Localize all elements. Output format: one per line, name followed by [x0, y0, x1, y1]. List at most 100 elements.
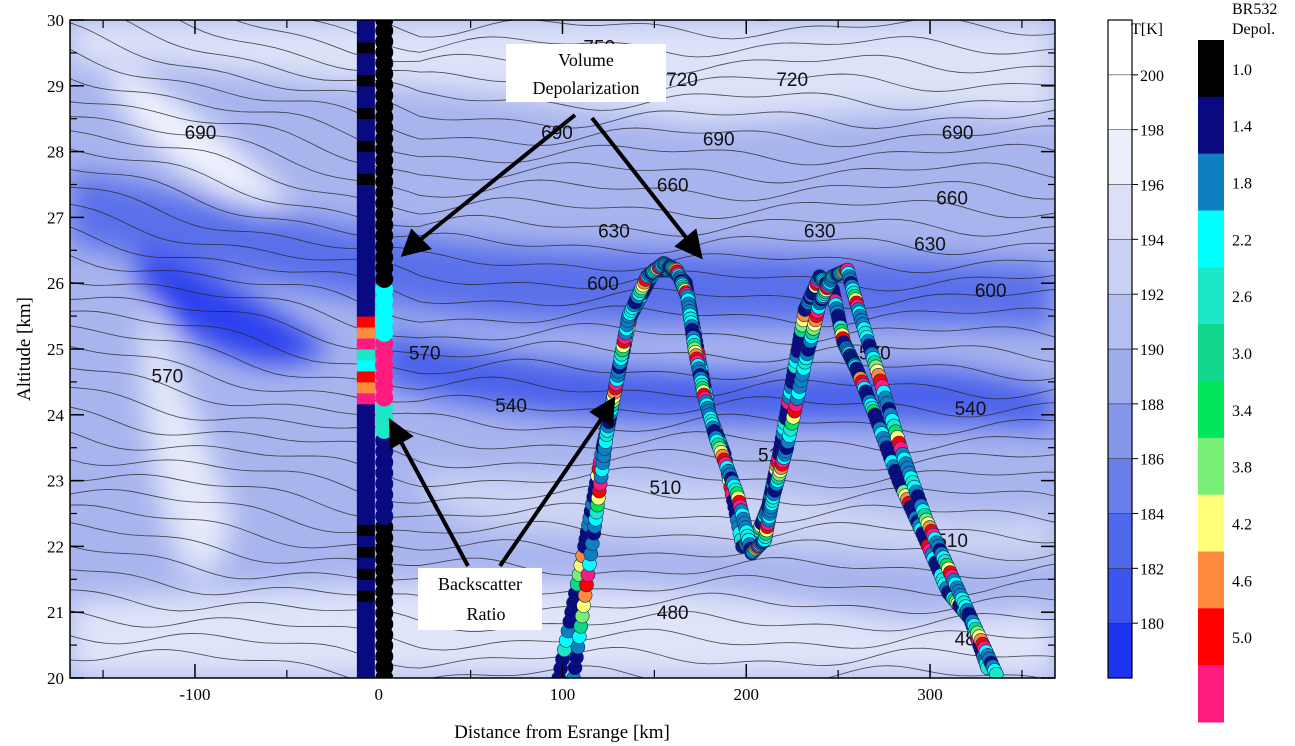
- br-profile-segment: [356, 250, 375, 262]
- contour-line: [70, 254, 1055, 328]
- br-profile-segment: [356, 667, 375, 678]
- contour-label: 630: [598, 222, 630, 243]
- br-profile-segment: [356, 217, 375, 229]
- y-tick-label: 20: [47, 669, 64, 688]
- temperature-colorbar-label: 194: [1140, 232, 1164, 249]
- depol-profile-point: [375, 20, 394, 29]
- contour-line: [70, 610, 1055, 651]
- br-profile-segment: [356, 129, 375, 142]
- contour-line: [70, 589, 1055, 632]
- contour-line: [70, 186, 1055, 274]
- arrowhead-br-to-profile: [388, 417, 414, 450]
- br-profile-segment: [356, 436, 375, 449]
- br-profile-segment: [356, 590, 375, 602]
- temperature-colorbar-swatch: [1107, 568, 1133, 624]
- contour-line: [70, 488, 1055, 544]
- temperature-colorbar-label: 182: [1140, 561, 1164, 578]
- contour-label: 540: [495, 396, 527, 417]
- br-profile-segment: [356, 601, 375, 613]
- br-profile-segment: [356, 151, 375, 164]
- br-profile-segment: [356, 52, 375, 65]
- contour-line: [70, 458, 1055, 506]
- br-profile-segment: [356, 283, 375, 295]
- contour-line: [70, 203, 1055, 292]
- temperature-colorbar-swatch: [1107, 622, 1133, 679]
- temperature-colorbar-swatch: [1107, 458, 1133, 514]
- arrowhead-br-to-track: [589, 396, 616, 428]
- temperature-colorbar: 180 182 184 186 188 190 192 194 196 198 200: [1107, 19, 1164, 679]
- contour-line: [377, 20, 1055, 40]
- lidar-colorbar: 1.0 1.4 1.8 2.2 2.6 3.0 3.4 3.8 4.2 4.6 5.0: [1198, 40, 1252, 723]
- br-profile-segment: [356, 623, 375, 635]
- br-profile-segment: [356, 206, 375, 218]
- contour-line: [70, 226, 1055, 310]
- br-profile-segment: [356, 272, 375, 284]
- lidar-colorbar-swatch: [1198, 381, 1224, 439]
- br-profile-segment: [356, 513, 375, 525]
- br-profile-segment: [356, 359, 375, 372]
- y-tick-label: 27: [47, 208, 65, 227]
- contour-label: 690: [942, 123, 974, 144]
- contour-label: 570: [409, 343, 441, 364]
- y-tick-label: 21: [47, 603, 64, 622]
- br-profile-segment: [356, 74, 375, 87]
- lidar-colorbar-label: 2.6: [1232, 289, 1252, 306]
- temperature-colorbar-label: 196: [1140, 178, 1164, 195]
- lidar-profiles: [356, 20, 394, 678]
- contour-line: [70, 281, 1055, 345]
- lidar-colorbar-swatch: [1198, 324, 1224, 382]
- lidar-colorbar-label: 1.4: [1232, 119, 1252, 136]
- br-profile-segment: [356, 294, 375, 306]
- y-tick-label: 29: [47, 77, 64, 96]
- lidar-colorbar-swatch: [1198, 494, 1224, 552]
- contour-label: 660: [657, 176, 689, 197]
- lidar-colorbar-swatch: [1198, 608, 1224, 666]
- br-profile-segment: [356, 414, 375, 427]
- x-axis-title: Distance from Esrange [km]: [454, 722, 670, 743]
- br-profile-segment: [356, 656, 375, 668]
- br-profile-segment: [356, 425, 375, 438]
- contour-line: [70, 325, 1055, 400]
- br-profile-segment: [356, 173, 375, 185]
- contour-line: [308, 20, 1055, 58]
- contour-line: [70, 101, 1055, 184]
- track-point: [989, 666, 1004, 678]
- lidar-colorbar-title-line2: Depol.: [1232, 21, 1275, 38]
- br-profile-segment: [356, 184, 375, 196]
- br-profile-segment: [356, 140, 375, 153]
- temperature-colorbar-title: T[K]: [1131, 21, 1163, 38]
- lidar-tracks: [551, 256, 1004, 678]
- br-profile-segment: [356, 107, 375, 120]
- br-profile-segment: [356, 502, 375, 514]
- temperature-band-warm-topleft: [109, 60, 291, 207]
- br-profile-segment: [356, 458, 375, 471]
- y-tick-label: 24: [47, 406, 65, 425]
- br-profile-segment: [356, 349, 375, 361]
- x-tick-label: 100: [550, 685, 576, 704]
- temperature-colorbar-swatch: [1107, 74, 1133, 130]
- contour-label: 630: [914, 235, 946, 256]
- contour-label: 570: [152, 366, 184, 387]
- contour-line: [70, 130, 1055, 219]
- callout-box: [418, 568, 542, 630]
- temperature-colorbar-swatch: [1107, 19, 1133, 76]
- contour-label: 690: [185, 123, 217, 144]
- contour-line: [70, 116, 1055, 202]
- temperature-colorbar-label: 184: [1140, 507, 1164, 524]
- contour-label: 510: [650, 478, 682, 499]
- lidar-colorbar-swatch: [1198, 153, 1224, 211]
- y-axis: 20 21 22 23 24 25 26 27 28 29 30: [47, 11, 1055, 688]
- y-tick-label: 30: [47, 11, 64, 30]
- br-profile-segment: [356, 568, 375, 580]
- contour-label: 690: [541, 123, 573, 144]
- x-tick-label: 200: [734, 685, 760, 704]
- lidar-colorbar-label: 5.0: [1232, 630, 1252, 647]
- temperature-colorbar-swatch: [1107, 348, 1133, 405]
- lidar-colorbar-label: 3.4: [1232, 403, 1252, 420]
- br-profile-segment: [356, 63, 375, 76]
- lidar-colorbar-label: 2.2: [1232, 232, 1252, 249]
- lidar-colorbar-swatch: [1198, 210, 1224, 268]
- contour-line: [70, 545, 1055, 597]
- br-profile-segment: [356, 85, 375, 98]
- contour-line: [124, 20, 1055, 111]
